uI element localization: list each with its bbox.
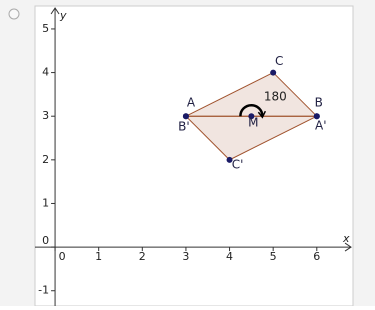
point-label: B xyxy=(315,96,323,110)
x-tick-label: 4 xyxy=(226,250,233,263)
x-tick-label: 3 xyxy=(182,250,189,263)
y-axis-arrow xyxy=(50,7,60,15)
point xyxy=(226,156,233,163)
y-axis-label: y xyxy=(59,9,67,22)
x-tick-label: 6 xyxy=(313,250,320,263)
y-tick-label: 2 xyxy=(42,153,49,166)
x-tick-label: 5 xyxy=(270,250,277,263)
x-tick-label: 1 xyxy=(95,250,102,263)
y-tick-label: 5 xyxy=(42,22,49,35)
y-tick-label: 1 xyxy=(42,196,49,209)
point-label: A' xyxy=(315,119,327,133)
point xyxy=(248,113,255,120)
angle-label: 180 xyxy=(264,90,287,104)
point-label: M xyxy=(248,116,258,130)
y-tick-label: -1 xyxy=(38,284,49,297)
point xyxy=(182,113,189,120)
plot-area xyxy=(34,5,354,307)
radio-button[interactable] xyxy=(8,8,20,20)
x-tick-label: 0 xyxy=(59,250,66,263)
point-label: C xyxy=(275,54,283,68)
point xyxy=(270,69,277,76)
point-label: C' xyxy=(232,157,244,171)
point-label: A xyxy=(187,96,196,110)
angle-arrow xyxy=(257,110,267,119)
x-axis-label: x xyxy=(342,232,350,245)
y-tick-label: 0 xyxy=(42,234,49,247)
point-label: B' xyxy=(178,120,190,134)
angle-arc xyxy=(239,104,264,117)
x-tick-label: 2 xyxy=(139,250,146,263)
point xyxy=(313,113,320,120)
y-tick-label: 3 xyxy=(42,109,49,122)
y-tick-label: 4 xyxy=(42,66,49,79)
x-axis-arrow xyxy=(344,242,352,252)
